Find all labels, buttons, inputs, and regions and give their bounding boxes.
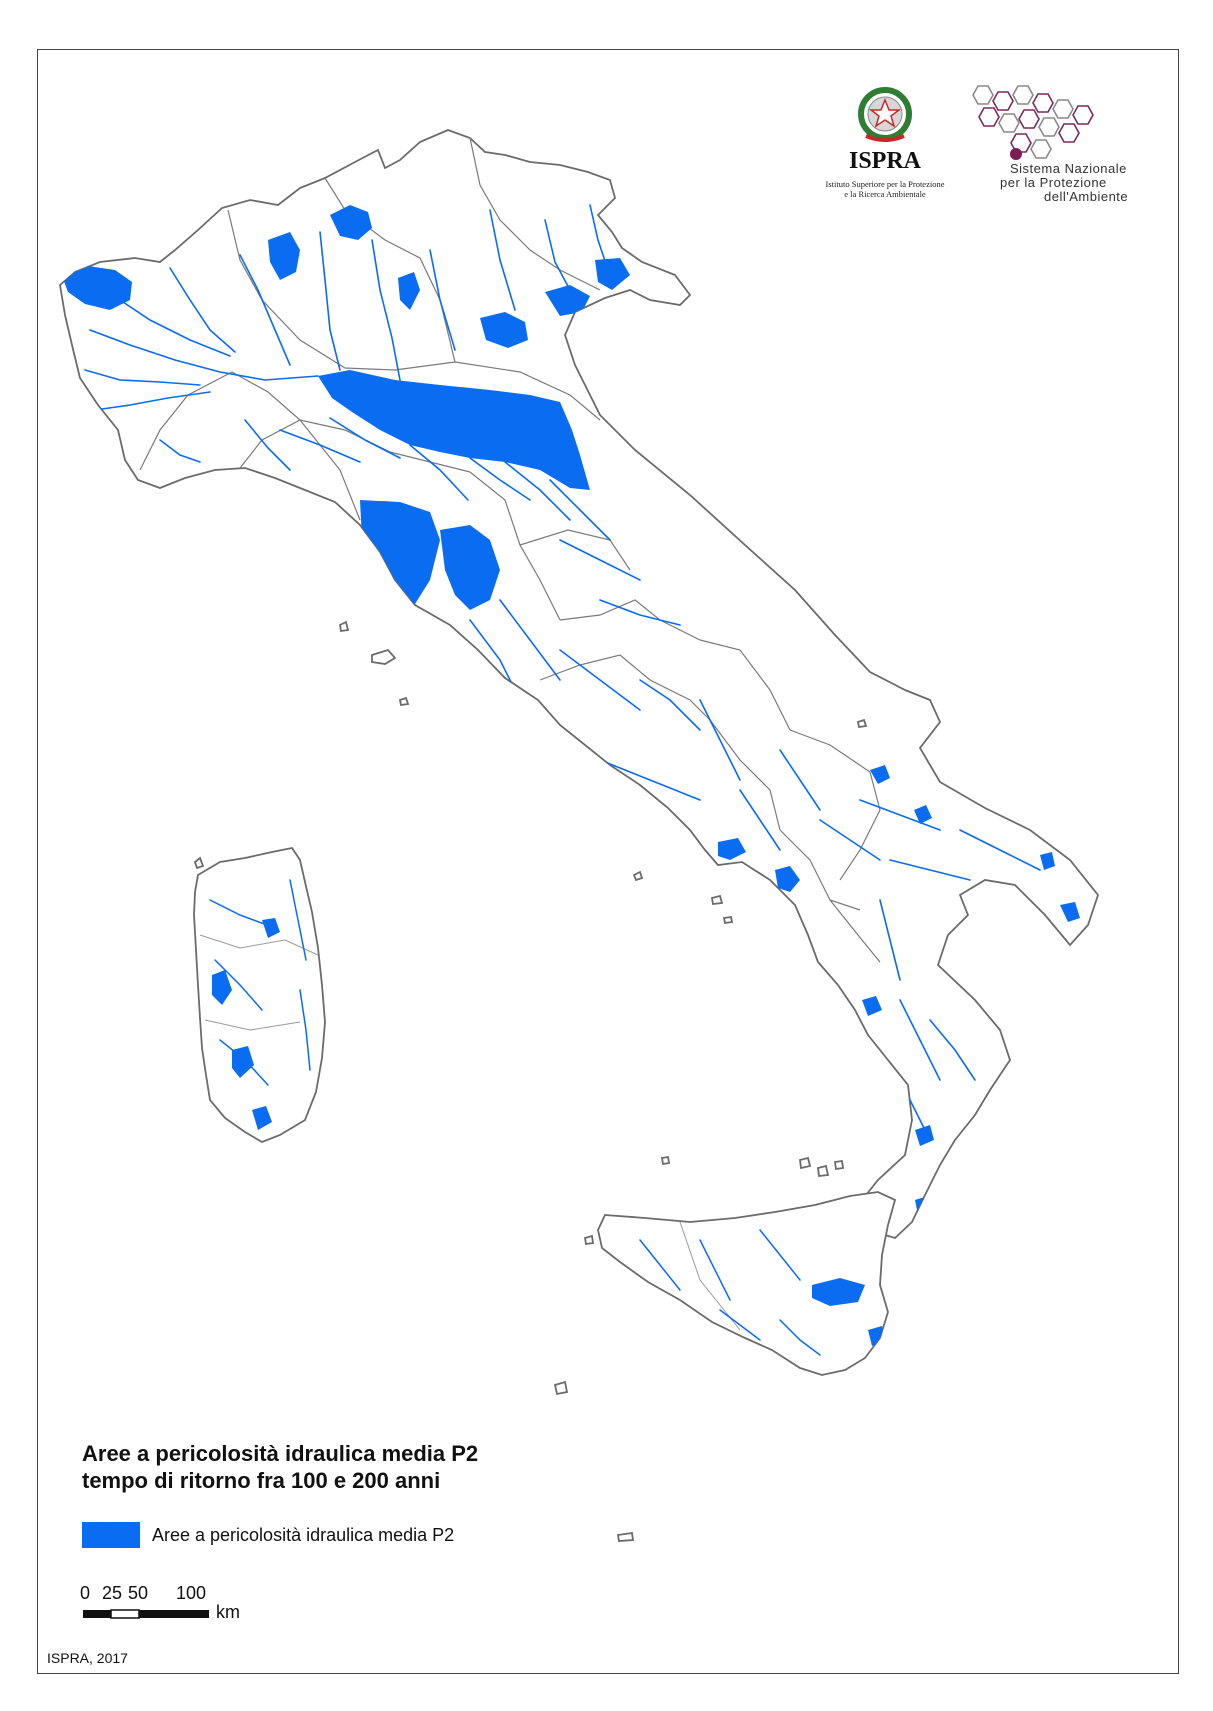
legend-entry: Aree a pericolosità idraulica media P2 — [82, 1521, 454, 1549]
island-eolie-1 — [799, 1156, 812, 1170]
scale-bar-graphic — [83, 1609, 209, 1619]
hazard-sardinia — [209, 879, 311, 1130]
island-eolie-3 — [833, 1159, 845, 1171]
island-capraia — [339, 620, 350, 633]
hazard-sicily — [639, 1229, 885, 1356]
italian-emblem-icon — [858, 87, 912, 142]
island-egadi — [583, 1234, 595, 1246]
island-asinara — [193, 856, 205, 870]
island-capri — [722, 915, 734, 925]
hexagon-network-icon — [972, 85, 1094, 160]
sardinia — [193, 846, 326, 1143]
land-masses — [59, 129, 1100, 1542]
map-title: Aree a pericolosità idraulica media P2 t… — [82, 1440, 478, 1494]
scale-tick-50: 50 — [128, 1583, 149, 1603]
map-title-line-1: Aree a pericolosità idraulica media P2 — [82, 1441, 479, 1466]
map-frame — [37, 49, 1179, 1674]
snpa-line-3: dell'Ambiente — [1044, 189, 1129, 204]
island-ischia — [710, 894, 724, 905]
island-elba — [371, 648, 397, 665]
snpa-logo: Sistema Nazionale per la Protezione dell… — [960, 78, 1180, 208]
scale-bar: 0 25 50 100 km — [80, 1583, 252, 1628]
island-tremiti — [856, 718, 868, 729]
island-eolie-2 — [817, 1164, 830, 1177]
ispra-name: ISPRA — [848, 148, 921, 174]
mainland-italy — [59, 129, 1100, 1240]
source-credit: ISPRA, 2017 — [47, 1650, 128, 1666]
hazard-po-plain — [318, 370, 590, 490]
river-network — [84, 204, 1041, 1141]
island-pantelleria — [553, 1380, 569, 1396]
scale-tick-0: 0 — [80, 1583, 91, 1603]
ispra-subtitle: Istituto Superiore per la Protezione e l… — [825, 179, 945, 199]
region-boundaries — [139, 137, 881, 963]
scale-tick-25: 25 — [102, 1583, 123, 1603]
map-title-line-2: tempo di ritorno fra 100 e 200 anni — [82, 1468, 441, 1493]
legend-label: Aree a pericolosità idraulica media P2 — [152, 1524, 455, 1545]
island-ponza — [632, 870, 644, 882]
legend-swatch — [82, 1522, 140, 1548]
island-lampedusa — [616, 1531, 635, 1542]
scale-unit: km — [216, 1602, 240, 1622]
island-giglio — [398, 696, 410, 707]
island-boundaries — [199, 934, 741, 1331]
snpa-line-2: per la Protezione — [1000, 175, 1107, 190]
ispra-logo: ISPRA Istituto Superiore per la Protezio… — [800, 78, 970, 218]
snpa-line-1: Sistema Nazionale — [1010, 161, 1127, 176]
scale-tick-100: 100 — [176, 1583, 207, 1603]
island-ustica — [660, 1155, 671, 1166]
